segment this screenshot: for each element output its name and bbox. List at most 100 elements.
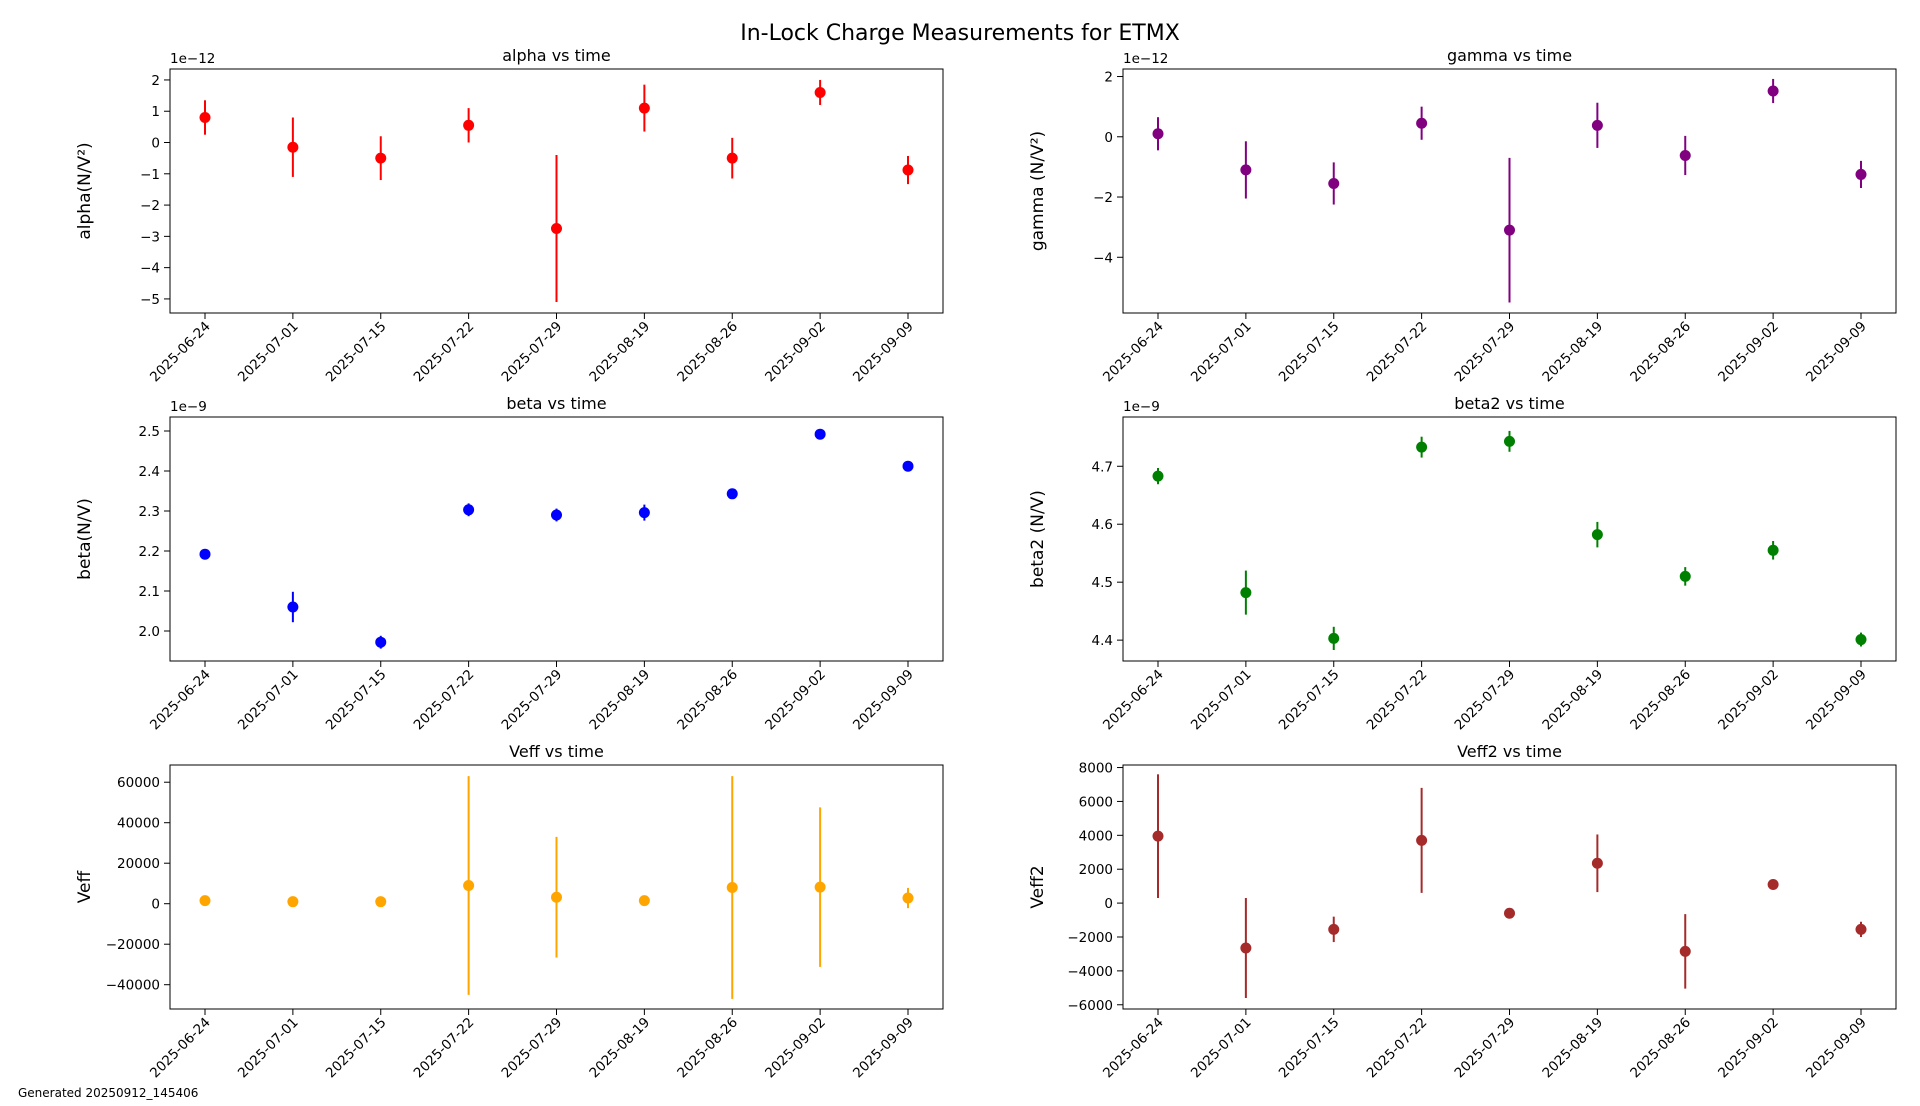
- x-tick-label: 2025-08-26: [1627, 319, 1694, 386]
- data-point: [814, 428, 826, 440]
- x-tick-label: 2025-06-24: [1100, 667, 1167, 734]
- y-offset-label: 1e−9: [1123, 399, 1160, 415]
- x-tick-label: 2025-09-02: [762, 667, 829, 734]
- x-tick-label: 2025-07-22: [411, 667, 478, 734]
- data-point: [1152, 470, 1164, 482]
- data-point: [199, 548, 211, 560]
- data-point: [1591, 119, 1603, 131]
- data-point: [1504, 435, 1515, 447]
- x-tick-label: 2025-09-09: [850, 667, 917, 734]
- data-point: [1504, 224, 1515, 236]
- chart-panel-4: beta2 vs time 4.4 4.5 4.6 4.7 1e−9 beta2 (N/V)…: [1028, 394, 1897, 734]
- y-tick-label: 0: [151, 136, 160, 152]
- y-tick-label: 4.7: [1092, 459, 1113, 475]
- data-point: [638, 895, 650, 907]
- x-tick-label: 2025-07-22: [1364, 319, 1431, 386]
- x-tick-label: 2025-07-01: [235, 667, 302, 734]
- x-tick-label: 2025-07-29: [499, 1015, 566, 1082]
- x-tick-label: 2025-08-19: [1539, 319, 1606, 386]
- x-tick-label: 2025-08-19: [586, 319, 653, 386]
- x-tick-label: 2025-09-02: [1715, 1015, 1782, 1082]
- y-tick-label: 0: [1104, 130, 1113, 146]
- data-point: [1240, 942, 1252, 954]
- y-tick-label: −2000: [1067, 930, 1113, 946]
- y-tick-label: 8000: [1079, 761, 1113, 777]
- x-tick-label: 2025-09-02: [1715, 319, 1782, 386]
- data-point: [1240, 164, 1252, 176]
- data-point: [551, 223, 562, 235]
- x-tick-label: 2025-08-19: [1539, 667, 1606, 734]
- x-tick-label: 2025-09-09: [1803, 1015, 1870, 1082]
- chart-title: beta vs time: [506, 394, 606, 413]
- y-tick-label: −5: [140, 292, 160, 308]
- data-point: [1240, 587, 1252, 599]
- x-tick-label: 2025-06-24: [1100, 1015, 1167, 1082]
- y-tick-label: −1: [140, 167, 160, 183]
- data-point: [1328, 923, 1340, 935]
- data-point: [1679, 149, 1691, 161]
- data-point: [287, 601, 299, 613]
- y-tick-label: 2000: [1079, 862, 1113, 878]
- y-axis-label: Veff2: [1028, 865, 1048, 908]
- y-tick-label: 0: [151, 897, 160, 913]
- y-tick-label: −4000: [1067, 964, 1113, 980]
- plot-frame: [1122, 68, 1897, 314]
- data-point: [375, 152, 387, 164]
- data-point: [1416, 441, 1428, 453]
- data-point: [1328, 632, 1340, 644]
- data-point: [1591, 857, 1603, 869]
- chart-panel-6: Veff2 vs time −6000 −4000 −2000 0 2000 4000 600…: [1028, 742, 1897, 1082]
- y-offset-label: 1e−12: [1123, 51, 1168, 67]
- y-axis-label: beta(N/V): [75, 498, 95, 580]
- data-point: [1855, 168, 1867, 180]
- y-tick-label: 2.4: [139, 464, 160, 480]
- data-point: [551, 891, 562, 903]
- x-tick-label: 2025-08-26: [1627, 1015, 1694, 1082]
- x-tick-label: 2025-07-15: [1276, 319, 1343, 386]
- data-point: [463, 879, 475, 891]
- data-point: [375, 896, 387, 908]
- x-tick-label: 2025-07-22: [1364, 1015, 1431, 1082]
- y-offset-label: 1e−12: [170, 51, 215, 67]
- chart-title: beta2 vs time: [1454, 394, 1564, 413]
- y-tick-label: −2: [1093, 190, 1113, 206]
- y-tick-label: 2.2: [139, 544, 160, 560]
- y-axis-label: beta2 (N/V): [1028, 490, 1048, 588]
- y-tick-label: 6000: [1079, 794, 1113, 810]
- x-tick-label: 2025-07-15: [323, 1015, 390, 1082]
- x-tick-label: 2025-08-26: [1627, 667, 1694, 734]
- data-point: [1591, 529, 1603, 541]
- x-tick-label: 2025-09-09: [1803, 319, 1870, 386]
- y-tick-label: −40000: [106, 978, 160, 994]
- chart-panel-1: alpha vs time −5 −4 −3 −2 −1 0 1 2 1e−12 alpha(N/V…: [75, 46, 944, 386]
- x-tick-label: 2025-07-01: [235, 1015, 302, 1082]
- x-tick-label: 2025-07-29: [1452, 319, 1519, 386]
- plot-frame: [1122, 764, 1897, 1010]
- y-tick-label: −6000: [1067, 998, 1113, 1014]
- data-point: [1416, 117, 1428, 129]
- data-point: [1152, 128, 1164, 140]
- y-tick-label: −4: [140, 261, 160, 277]
- x-tick-label: 2025-08-19: [1539, 1015, 1606, 1082]
- x-tick-label: 2025-09-02: [762, 319, 829, 386]
- data-point: [726, 488, 738, 500]
- y-tick-label: 4.4: [1092, 633, 1113, 649]
- x-tick-label: 2025-07-22: [411, 1015, 478, 1082]
- x-tick-label: 2025-07-01: [1188, 319, 1255, 386]
- data-point: [1679, 570, 1691, 582]
- y-axis-label: Veff: [75, 869, 95, 903]
- data-point: [1767, 544, 1779, 556]
- plot-frame: [1122, 416, 1897, 662]
- data-point: [726, 152, 738, 164]
- plot-frame: [169, 764, 944, 1010]
- y-tick-label: 2.1: [139, 584, 160, 600]
- data-point: [1767, 878, 1779, 890]
- x-tick-label: 2025-07-01: [1188, 1015, 1255, 1082]
- x-tick-label: 2025-08-26: [674, 1015, 741, 1082]
- x-tick-label: 2025-09-02: [762, 1015, 829, 1082]
- data-point: [287, 141, 299, 153]
- data-point: [1767, 85, 1779, 97]
- x-tick-label: 2025-08-19: [586, 1015, 653, 1082]
- x-tick-label: 2025-07-29: [1452, 1015, 1519, 1082]
